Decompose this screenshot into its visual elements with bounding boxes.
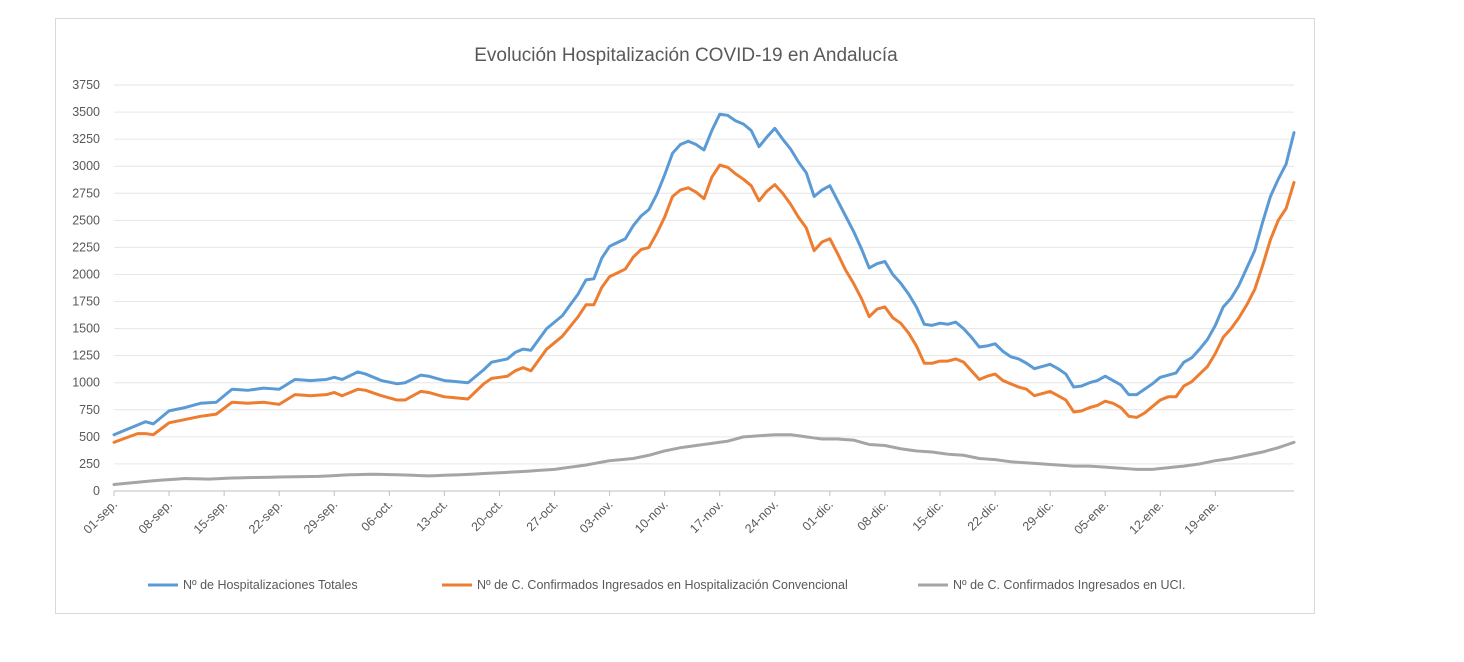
legend: Nº de Hospitalizaciones Totales Nº de C. … (148, 578, 1185, 592)
x-tick-label: 06-oct. (359, 497, 396, 534)
x-tick-label: 29-sep. (301, 497, 340, 536)
gridlines (114, 84, 1294, 492)
series-line-1 (112, 163, 1296, 444)
x-tick-label: 19-ene. (1182, 497, 1222, 537)
y-tick-label: 1750 (72, 295, 100, 309)
y-tick-label: 3500 (72, 105, 100, 119)
x-tick-label: 29-dic. (1020, 497, 1056, 533)
y-tick-label: 2250 (72, 240, 100, 254)
y-tick-label: 250 (79, 457, 100, 471)
legend-label: Nº de Hospitalizaciones Totales (183, 578, 358, 592)
y-tick-label: 0 (93, 484, 100, 498)
x-tick-label: 22-sep. (246, 497, 285, 536)
chart-title: Evolución Hospitalización COVID-19 en An… (474, 45, 898, 66)
x-tick-label: 13-oct. (414, 497, 451, 534)
x-tick-label: 01-dic. (800, 497, 836, 533)
x-tick-label: 12-ene. (1127, 497, 1167, 537)
legend-label: Nº de C. Confirmados Ingresados en UCI. (953, 578, 1185, 592)
y-tick-label: 2500 (72, 213, 100, 227)
y-axis: 0 250 500 750 1000 1250 1500 1750 2000 2250 2500 27… (72, 78, 100, 498)
x-tick-label: 10-nov. (632, 497, 671, 536)
x-tick-label: 15-dic. (910, 497, 946, 533)
x-tick-label: 15-sep. (191, 497, 230, 536)
x-tick-label: 17-nov. (687, 497, 726, 536)
series-lines (112, 112, 1296, 486)
y-tick-label: 2000 (72, 267, 100, 281)
y-tick-label: 1000 (72, 376, 100, 390)
y-tick-label: 1250 (72, 349, 100, 363)
x-tick-label: 27-oct. (524, 497, 561, 534)
chart-frame: Evolución Hospitalización COVID-19 en An… (55, 18, 1315, 614)
x-tick-label: 22-dic. (965, 497, 1001, 533)
y-tick-label: 3000 (72, 159, 100, 173)
x-tick-label: 03-nov. (577, 497, 616, 536)
y-tick-label: 750 (79, 403, 100, 417)
x-tick-label: 08-sep. (136, 497, 175, 536)
y-tick-label: 2750 (72, 186, 100, 200)
legend-label: Nº de C. Confirmados Ingresados en Hospi… (477, 578, 848, 592)
series-line-0 (112, 112, 1296, 437)
x-tick-label: 01-sep. (81, 497, 120, 536)
series-line-2 (112, 433, 1296, 486)
y-tick-label: 500 (79, 430, 100, 444)
x-tick-label: 08-dic. (855, 497, 891, 533)
x-tick-label: 05-ene. (1071, 497, 1111, 537)
x-axis: 01-sep. 08-sep. 15-sep. 22-sep. 29-sep. 06-oc… (81, 491, 1222, 537)
x-tick-label: 24-nov. (742, 497, 781, 536)
y-tick-label: 3750 (72, 78, 100, 92)
y-tick-label: 1500 (72, 322, 100, 336)
x-tick-label: 20-oct. (469, 497, 506, 534)
line-chart: Evolución Hospitalización COVID-19 en An… (72, 45, 1296, 592)
y-tick-label: 3250 (72, 132, 100, 146)
